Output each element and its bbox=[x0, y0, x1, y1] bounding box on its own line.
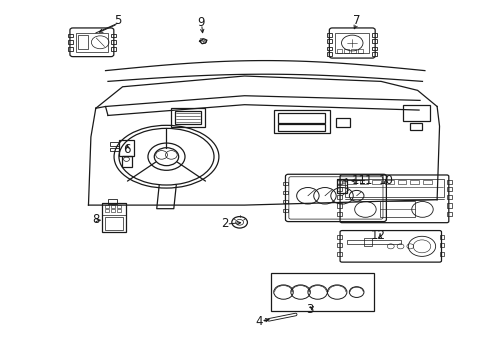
Bar bbox=[346, 180, 355, 184]
Bar bbox=[122, 156, 132, 167]
Bar bbox=[78, 35, 88, 49]
Bar bbox=[327, 33, 331, 37]
Bar bbox=[336, 203, 341, 208]
Bar bbox=[379, 201, 414, 217]
Text: 3: 3 bbox=[306, 303, 313, 316]
Bar bbox=[277, 124, 325, 131]
Bar bbox=[344, 179, 443, 197]
Bar bbox=[338, 183, 340, 184]
Bar bbox=[363, 238, 371, 246]
Bar bbox=[371, 33, 376, 37]
Bar bbox=[338, 181, 340, 182]
Bar bbox=[342, 181, 344, 182]
Bar bbox=[110, 148, 119, 151]
Bar bbox=[282, 191, 288, 194]
Text: 9: 9 bbox=[197, 16, 204, 29]
Bar bbox=[446, 203, 451, 208]
Bar bbox=[343, 49, 348, 53]
Bar bbox=[327, 52, 331, 56]
Text: 1: 1 bbox=[365, 174, 372, 186]
Bar bbox=[335, 118, 349, 127]
Text: 4: 4 bbox=[255, 315, 263, 328]
Bar bbox=[336, 187, 341, 192]
Bar bbox=[111, 209, 115, 212]
Bar bbox=[105, 206, 109, 208]
Bar bbox=[397, 180, 406, 184]
Bar bbox=[119, 140, 134, 156]
Bar bbox=[446, 212, 451, 216]
Bar bbox=[336, 252, 341, 256]
Bar bbox=[334, 33, 368, 53]
Bar bbox=[371, 46, 376, 50]
Text: 5: 5 bbox=[114, 14, 121, 27]
Bar bbox=[446, 187, 451, 192]
Bar bbox=[336, 212, 341, 216]
Text: 10: 10 bbox=[378, 174, 392, 186]
Bar bbox=[68, 34, 73, 37]
Bar bbox=[346, 240, 400, 244]
Bar bbox=[336, 243, 341, 247]
Bar bbox=[175, 111, 200, 124]
Bar bbox=[371, 40, 376, 43]
Bar bbox=[271, 273, 373, 311]
Bar bbox=[384, 180, 393, 184]
Text: 2: 2 bbox=[221, 216, 228, 230]
Bar bbox=[409, 180, 418, 184]
Bar bbox=[102, 203, 125, 232]
Bar bbox=[359, 180, 367, 184]
Text: 8: 8 bbox=[92, 213, 99, 226]
Bar bbox=[108, 199, 117, 204]
Bar bbox=[439, 243, 444, 247]
Bar bbox=[111, 206, 115, 208]
Bar bbox=[111, 47, 116, 51]
Bar bbox=[282, 200, 288, 203]
Bar bbox=[327, 46, 331, 50]
Bar bbox=[110, 142, 119, 146]
Bar bbox=[68, 40, 73, 44]
Bar bbox=[277, 113, 325, 123]
Bar bbox=[105, 209, 109, 212]
Text: 11: 11 bbox=[351, 174, 366, 186]
Bar bbox=[104, 217, 123, 230]
Bar bbox=[409, 123, 422, 130]
Text: 12: 12 bbox=[370, 229, 386, 242]
Bar bbox=[102, 203, 125, 215]
Bar bbox=[117, 206, 121, 208]
Bar bbox=[439, 235, 444, 239]
Bar bbox=[327, 40, 331, 43]
Bar bbox=[336, 49, 341, 53]
Bar bbox=[111, 40, 116, 44]
Bar bbox=[282, 209, 288, 212]
Bar bbox=[282, 182, 288, 185]
Bar bbox=[342, 183, 344, 184]
Bar bbox=[111, 34, 116, 37]
Bar bbox=[171, 108, 205, 127]
Bar bbox=[336, 179, 346, 185]
Bar bbox=[371, 180, 380, 184]
Text: 7: 7 bbox=[352, 14, 360, 27]
Bar bbox=[446, 180, 451, 184]
Bar bbox=[350, 49, 355, 53]
Bar bbox=[439, 252, 444, 256]
Bar bbox=[336, 179, 346, 193]
Bar bbox=[336, 180, 341, 184]
Bar bbox=[273, 110, 329, 134]
Bar bbox=[422, 180, 431, 184]
Bar bbox=[68, 47, 73, 51]
Bar bbox=[357, 49, 362, 53]
Text: 6: 6 bbox=[122, 143, 130, 156]
Bar bbox=[371, 52, 376, 56]
Bar bbox=[402, 105, 429, 121]
Bar bbox=[117, 209, 121, 212]
Bar bbox=[76, 33, 108, 51]
Bar bbox=[336, 195, 341, 199]
Bar bbox=[446, 195, 451, 199]
Bar bbox=[336, 235, 341, 239]
